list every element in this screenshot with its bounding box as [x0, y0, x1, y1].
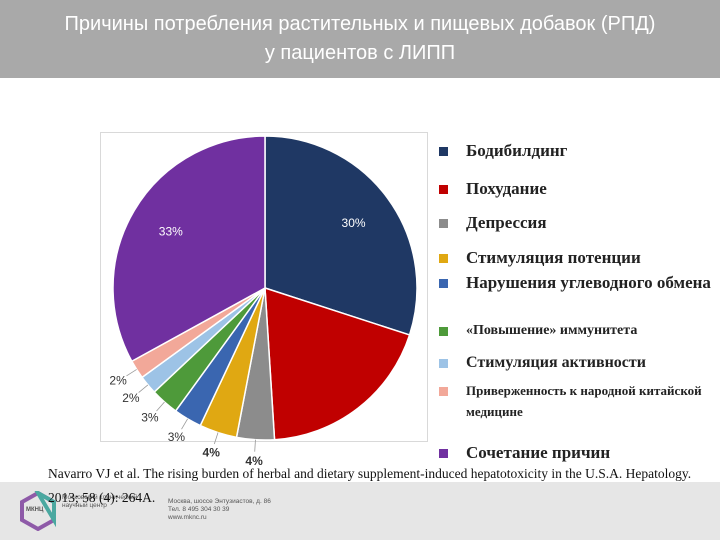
data-label: 19% [320, 367, 344, 381]
data-label: 2% [109, 373, 127, 387]
legend-label: Стимуляция активности [466, 354, 646, 371]
phone: Тел. 8 495 304 30 39 [168, 506, 230, 513]
legend-swatch [439, 387, 448, 396]
data-label: 3% [168, 430, 186, 444]
legend-swatch [439, 147, 448, 156]
leader-line [138, 384, 149, 393]
legend-swatch [439, 327, 448, 336]
legend-swatch [439, 279, 448, 288]
legend-label: Сочетание причин [466, 443, 611, 462]
legend-swatch [439, 219, 448, 228]
data-label: 4% [203, 446, 221, 460]
title-band [0, 0, 720, 78]
legend-label: Похудание [466, 179, 547, 198]
website: www.mknc.ru [168, 514, 207, 521]
data-label: 3% [141, 411, 159, 425]
legend-label: Приверженность к народной китайской меди… [466, 383, 702, 419]
legend-label: «Повышение» иммунитета [466, 323, 638, 338]
pie-slice [264, 135, 418, 336]
legend-swatch [439, 449, 448, 458]
pie-slice [112, 135, 266, 363]
legend-label: Бодибилдинг [466, 141, 568, 160]
leader-line [213, 432, 219, 445]
data-label: 4% [245, 454, 263, 468]
data-label: 2% [122, 391, 140, 405]
leader-line [254, 439, 256, 452]
legend-label: Депрессия [466, 213, 547, 232]
data-label: 30% [342, 216, 366, 230]
chart-frame [100, 132, 428, 442]
legend-swatch [439, 254, 448, 263]
logo-icon [20, 491, 56, 531]
data-label: 33% [159, 224, 183, 238]
logo-abbr: МКНЦ [26, 507, 44, 513]
legend-label: Стимуляция потенции [466, 248, 641, 267]
pie-slice [264, 286, 411, 441]
address: Москва, шоссе Энтузиастов, д. 86 [168, 498, 271, 505]
leader-line [126, 369, 137, 377]
leader-line [156, 401, 165, 412]
legend-swatch [439, 185, 448, 194]
leader-line [181, 418, 188, 430]
footer: МКНЦ Московский клинический научный цент… [0, 482, 720, 540]
citation: Navarro VJ et al. The rising burden of h… [48, 466, 692, 505]
legend-swatch [439, 359, 448, 368]
slide-title: Причины потребления растительных и пищев… [64, 13, 656, 64]
legend-label: Нарушения углеводного обмена [466, 273, 711, 292]
logo-text: Московский клинический научный центр [62, 494, 138, 509]
